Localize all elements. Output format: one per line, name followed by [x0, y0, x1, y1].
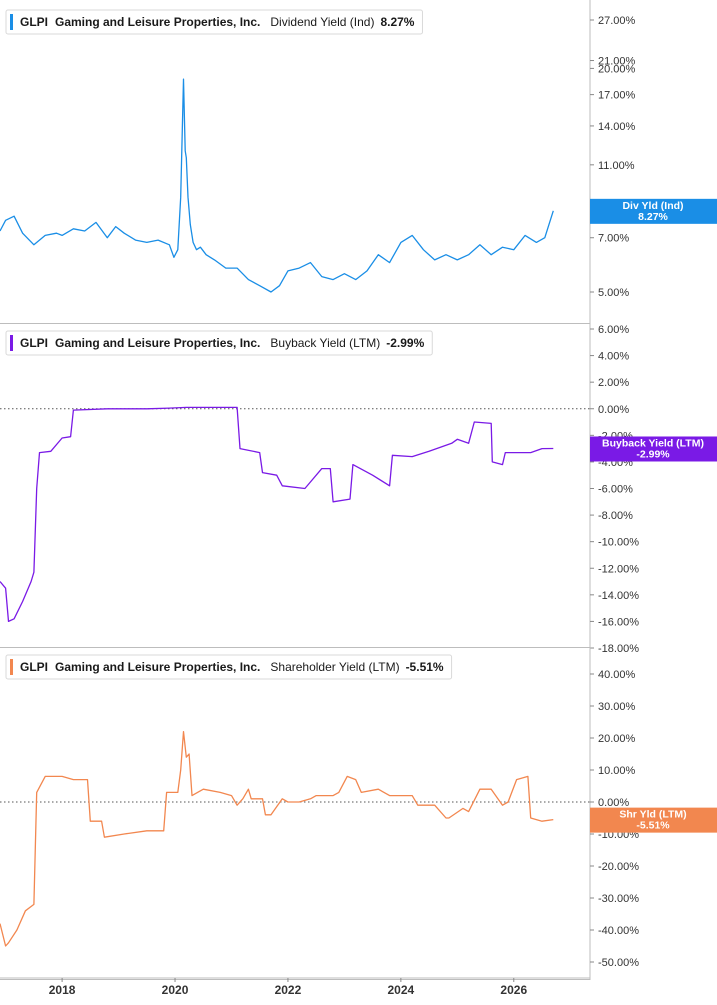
y-tick-label: 4.00% — [598, 351, 629, 363]
y-tick-label: -50.00% — [598, 957, 639, 969]
y-tick-label: -6.00% — [598, 484, 633, 496]
legend-metric: Dividend Yield (Ind) — [270, 15, 374, 29]
x-tick-label: 2022 — [275, 983, 302, 997]
x-tick-label: 2026 — [500, 983, 527, 997]
legend-company: Gaming and Leisure Properties, Inc. — [55, 336, 260, 350]
y-tick-label: -18.00% — [598, 643, 639, 655]
y-tick-label: 0.00% — [598, 404, 629, 416]
x-axis: 2018 2020 2022 2024 2026 — [0, 977, 590, 997]
legend-value: -5.51% — [406, 660, 444, 674]
y-tick-label: 5.00% — [598, 287, 629, 299]
value-tag: Div Yld (Ind)8.27% — [590, 198, 717, 224]
y-tick-label: 0.00% — [598, 797, 629, 809]
value-tag-label: Div Yld (Ind) — [622, 200, 683, 212]
y-tick-label: 21.00% — [598, 56, 636, 68]
y-tick-label: -14.00% — [598, 590, 639, 602]
legend-ticker: GLPI — [20, 336, 48, 350]
y-tick-label: 11.00% — [598, 160, 635, 172]
value-tag: Shr Yld (LTM)-5.51% — [590, 807, 717, 833]
legend-box — [5, 654, 453, 680]
y-tick-label: 10.00% — [598, 765, 636, 777]
legend-metric: Buyback Yield (LTM) — [270, 336, 380, 350]
value-tag: Buyback Yield (LTM)-2.99% — [590, 436, 717, 462]
series-line — [0, 730, 554, 947]
legend-color-swatch — [10, 14, 13, 30]
legend-ticker: GLPI — [20, 660, 48, 674]
y-tick-label: -10.00% — [598, 537, 639, 549]
y-tick-label: -8.00% — [598, 510, 633, 522]
panel-3: 40.00%30.00%20.00%10.00%0.00%-10.00%-20.… — [0, 645, 717, 980]
y-tick-label: -16.00% — [598, 616, 639, 628]
x-tick-label: 2018 — [49, 983, 76, 997]
value-tag-value: -2.99% — [636, 448, 670, 460]
legend-company: Gaming and Leisure Properties, Inc. — [55, 15, 260, 29]
y-tick-label: 14.00% — [598, 121, 636, 133]
legend-box — [5, 9, 423, 35]
legend: GLPI Gaming and Leisure Properties, Inc. B… — [5, 330, 433, 356]
y-tick-label: 40.00% — [598, 669, 636, 681]
y-tick-label: -12.00% — [598, 563, 639, 575]
legend-metric: Shareholder Yield (LTM) — [270, 660, 399, 674]
legend-color-swatch — [10, 335, 13, 351]
x-tick-label: 2024 — [388, 983, 415, 997]
value-tag-label: Buyback Yield (LTM) — [602, 437, 704, 449]
series-line — [0, 406, 554, 623]
y-tick-label: 20.00% — [598, 63, 636, 75]
legend-value: -2.99% — [386, 336, 424, 350]
panel-2: 6.00%4.00%2.00%0.00%-2.00%-4.00%-6.00%-8… — [0, 321, 717, 655]
chart-panels: 27.00%21.00%20.00%17.00%14.00%11.00%8.00… — [0, 0, 717, 980]
legend-color-swatch — [10, 659, 13, 675]
y-tick-label: 2.00% — [598, 377, 629, 389]
x-tick-label: 2020 — [162, 983, 189, 997]
y-tick-label: 27.00% — [598, 15, 636, 27]
legend: GLPI Gaming and Leisure Properties, Inc. S… — [5, 654, 453, 680]
legend-value: 8.27% — [380, 15, 414, 29]
value-tag-box — [590, 198, 717, 224]
panel-1: 27.00%21.00%20.00%17.00%14.00%11.00%8.00… — [0, 0, 717, 324]
y-tick-label: -30.00% — [598, 893, 639, 905]
legend: GLPI Gaming and Leisure Properties, Inc. D… — [5, 9, 423, 35]
value-tag-box — [590, 436, 717, 462]
y-tick-label: -40.00% — [598, 925, 639, 937]
y-tick-label: 17.00% — [598, 90, 636, 102]
y-tick-label: 20.00% — [598, 733, 636, 745]
value-tag-value: -5.51% — [636, 820, 670, 832]
series-line — [0, 78, 554, 293]
legend-box — [5, 330, 433, 356]
y-tick-label: 30.00% — [598, 701, 636, 713]
y-tick-label: 7.00% — [598, 233, 629, 245]
y-tick-label: 6.00% — [598, 324, 629, 336]
value-tag-label: Shr Yld (LTM) — [619, 809, 686, 821]
legend-company: Gaming and Leisure Properties, Inc. — [55, 660, 260, 674]
value-tag-box — [590, 807, 717, 833]
value-tag-value: 8.27% — [638, 211, 668, 223]
legend-ticker: GLPI — [20, 15, 48, 29]
y-tick-label: -20.00% — [598, 861, 639, 873]
